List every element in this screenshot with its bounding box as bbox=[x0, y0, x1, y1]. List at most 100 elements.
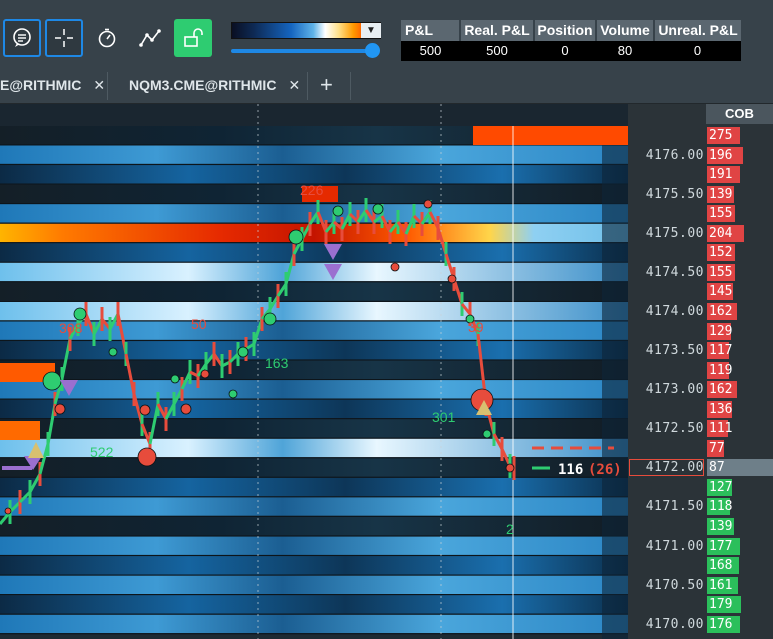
trade-bubbles bbox=[4, 199, 515, 515]
volume-label: 226 bbox=[300, 182, 324, 198]
price-level[interactable]: 4170.00 bbox=[645, 616, 704, 632]
line-tool-icon[interactable] bbox=[131, 19, 169, 57]
cob-cell: 162 bbox=[707, 381, 737, 399]
chevron-down-icon[interactable]: ▼ bbox=[361, 23, 381, 38]
price-trail bbox=[0, 198, 516, 525]
heatmap-row-separator bbox=[0, 398, 628, 400]
trade-bubble bbox=[139, 404, 151, 416]
cob-cell: 275 bbox=[707, 127, 740, 144]
close-icon[interactable]: ✕ bbox=[288, 76, 301, 93]
price-level[interactable]: 4170.50 bbox=[645, 577, 704, 593]
heatmap-row-separator bbox=[0, 261, 628, 263]
trade-bubble bbox=[447, 274, 457, 284]
heatmap-row-separator bbox=[0, 594, 628, 596]
last-trade-volume: 116 bbox=[558, 462, 583, 478]
cob-column[interactable]: COB 275 196 191 139 155 204 152 155 145 162 129 117… bbox=[706, 104, 773, 639]
cob-cell: 117 bbox=[707, 342, 733, 360]
heatmap-row bbox=[0, 243, 628, 262]
volume-label: 163 bbox=[265, 355, 289, 371]
heatmap-row-separator bbox=[0, 320, 628, 322]
tab-es-rithmic[interactable]: E@RITHMIC ✕ bbox=[0, 67, 105, 103]
trade-bubble bbox=[4, 507, 12, 515]
up-triangle-marker bbox=[476, 400, 492, 415]
current-price-box bbox=[629, 459, 704, 477]
chat-bubble-icon[interactable] bbox=[3, 19, 41, 57]
heatmap-row bbox=[0, 517, 628, 536]
heatmap-row bbox=[0, 536, 628, 555]
order-marker bbox=[2, 466, 32, 470]
stat-value: 500 bbox=[460, 41, 534, 61]
trade-bubble bbox=[465, 314, 475, 324]
stopwatch-icon[interactable] bbox=[88, 19, 126, 57]
cob-cell: 145 bbox=[707, 283, 733, 301]
price-level[interactable]: 4175.50 bbox=[645, 186, 704, 202]
tab-divider bbox=[350, 72, 351, 100]
price-ladder[interactable]: 4176.00 4175.50 4175.00 4174.50 4174.00 4173.… bbox=[628, 104, 706, 639]
down-triangle-marker bbox=[24, 456, 42, 470]
price-level[interactable]: 4172.00 bbox=[645, 460, 704, 476]
cob-cell: 127 bbox=[707, 478, 733, 496]
heatmap-row-separator bbox=[0, 242, 628, 244]
unlock-icon[interactable] bbox=[174, 19, 212, 57]
price-level[interactable]: 4175.00 bbox=[645, 225, 704, 241]
contrast-slider[interactable] bbox=[231, 49, 373, 53]
trade-bubble bbox=[332, 205, 344, 217]
down-triangle-marker bbox=[60, 380, 78, 396]
stat-value: 80 bbox=[596, 41, 654, 61]
cob-cell: 204 bbox=[707, 224, 744, 242]
price-level[interactable]: 4173.50 bbox=[645, 343, 704, 359]
stat-value: 0 bbox=[534, 41, 596, 61]
trade-bubble bbox=[170, 374, 180, 384]
stat-header: Unreal. P&L bbox=[655, 20, 741, 41]
crosshair-icon[interactable] bbox=[45, 19, 83, 57]
volume-label: 308 bbox=[59, 320, 83, 336]
price-level[interactable]: 4171.00 bbox=[645, 538, 704, 554]
pnl-stats-panel: P&L Real. P&L Position Volume Unreal. P&… bbox=[401, 20, 741, 61]
tab-bar: E@RITHMIC ✕ NQM3.CME@RITHMIC ✕ + bbox=[0, 67, 773, 104]
price-level[interactable]: 4174.50 bbox=[645, 264, 704, 280]
liquidity-wall bbox=[473, 126, 628, 145]
heatmap-gradient-selector[interactable] bbox=[231, 22, 381, 39]
heatmap-row bbox=[0, 262, 628, 282]
stat-value: 500 bbox=[401, 41, 460, 61]
volume-label: 522 bbox=[90, 444, 114, 460]
heatmap-row-separator bbox=[0, 515, 628, 517]
heatmap-row bbox=[0, 204, 628, 223]
cob-cell: 155 bbox=[707, 205, 735, 223]
trade-bubble bbox=[423, 199, 433, 209]
price-level[interactable]: 4174.00 bbox=[645, 303, 704, 319]
liquidity-wall bbox=[0, 363, 55, 382]
heatmap-row bbox=[0, 321, 628, 340]
price-level[interactable]: 4172.50 bbox=[645, 421, 704, 437]
cob-cell: 177 bbox=[707, 537, 740, 555]
trade-trail-segment bbox=[28, 473, 42, 493]
trade-bubble bbox=[73, 307, 87, 321]
tab-nqm3-rithmic[interactable]: NQM3.CME@RITHMIC ✕ bbox=[129, 67, 300, 103]
heatmap-row-separator bbox=[0, 496, 628, 498]
heatmap-row-separator bbox=[0, 144, 628, 146]
trade-bubble bbox=[108, 347, 118, 357]
close-icon[interactable]: ✕ bbox=[93, 76, 106, 93]
heatmap-row-separator bbox=[0, 457, 628, 459]
stat-header: P&L bbox=[401, 20, 459, 41]
cob-cell: 77 bbox=[707, 439, 725, 457]
cob-header: COB bbox=[706, 104, 773, 124]
cob-cell: 87 bbox=[709, 460, 725, 476]
stat-value: 0 bbox=[654, 41, 741, 61]
heatmap-row bbox=[0, 282, 628, 301]
heatmap-row-separator bbox=[0, 476, 628, 478]
heatmap-row bbox=[0, 126, 628, 145]
price-level[interactable]: 4171.50 bbox=[645, 499, 704, 515]
heatmap-row-separator bbox=[0, 535, 628, 537]
add-tab-button[interactable]: + bbox=[320, 72, 333, 97]
heatmap-row bbox=[0, 360, 628, 379]
trade-bubble bbox=[390, 262, 400, 272]
heatmap-chart[interactable]: 116 (26) 226 308 50 163 301 522 2 39 bbox=[0, 104, 628, 639]
price-level[interactable]: 4173.00 bbox=[645, 382, 704, 398]
cob-cell: 152 bbox=[707, 244, 735, 262]
heatmap-row bbox=[0, 614, 628, 634]
stat-header: Position bbox=[535, 20, 595, 41]
price-level[interactable]: 4176.00 bbox=[645, 147, 704, 163]
liquidity-wall bbox=[302, 186, 338, 202]
contrast-slider-thumb[interactable] bbox=[365, 43, 380, 58]
